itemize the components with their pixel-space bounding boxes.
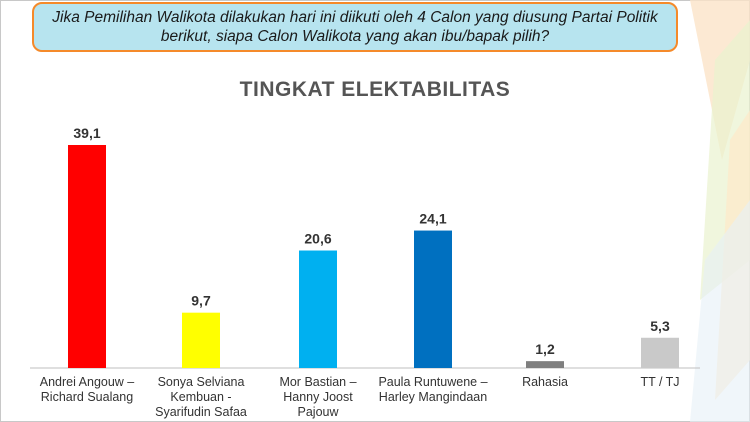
bar-2 [299, 250, 337, 368]
category-label-1: Sonya Selviana Kembuan -Syarifudin Safaa [155, 375, 247, 419]
bar-value-label-2: 20,6 [304, 231, 331, 247]
bar-value-label-3: 24,1 [419, 211, 446, 227]
bar-1 [182, 312, 220, 368]
bar-4 [526, 361, 564, 368]
survey-question-line-2: berikut, siapa Calon Walikota yang akan … [160, 28, 550, 45]
bar-0 [68, 145, 106, 368]
bar-value-label-0: 39,1 [73, 125, 100, 141]
chart-title: TINGKAT ELEKTABILITAS [239, 78, 511, 101]
category-label-0: Andrei Angouw – Richard Sualang [40, 375, 135, 404]
bar-value-label-5: 5,3 [650, 318, 670, 334]
survey-question-line-1: Jika Pemilihan Walikota dilakukan hari i… [52, 9, 658, 26]
bar-value-label-1: 9,7 [191, 293, 211, 309]
category-label-4: Rahasia [522, 375, 568, 389]
category-label-5: TT / TJ [640, 375, 679, 389]
survey-question-box: Jika Pemilihan Walikota dilakukan hari i… [32, 2, 678, 52]
bar-3 [414, 230, 452, 368]
category-label-2: Mor Bastian – Hanny Joost Pajouw [279, 375, 356, 419]
bar-5 [641, 337, 679, 368]
category-label-3: Paula Runtuwene – Harley Mangindaan [378, 375, 487, 404]
bar-value-label-4: 1,2 [535, 341, 555, 357]
